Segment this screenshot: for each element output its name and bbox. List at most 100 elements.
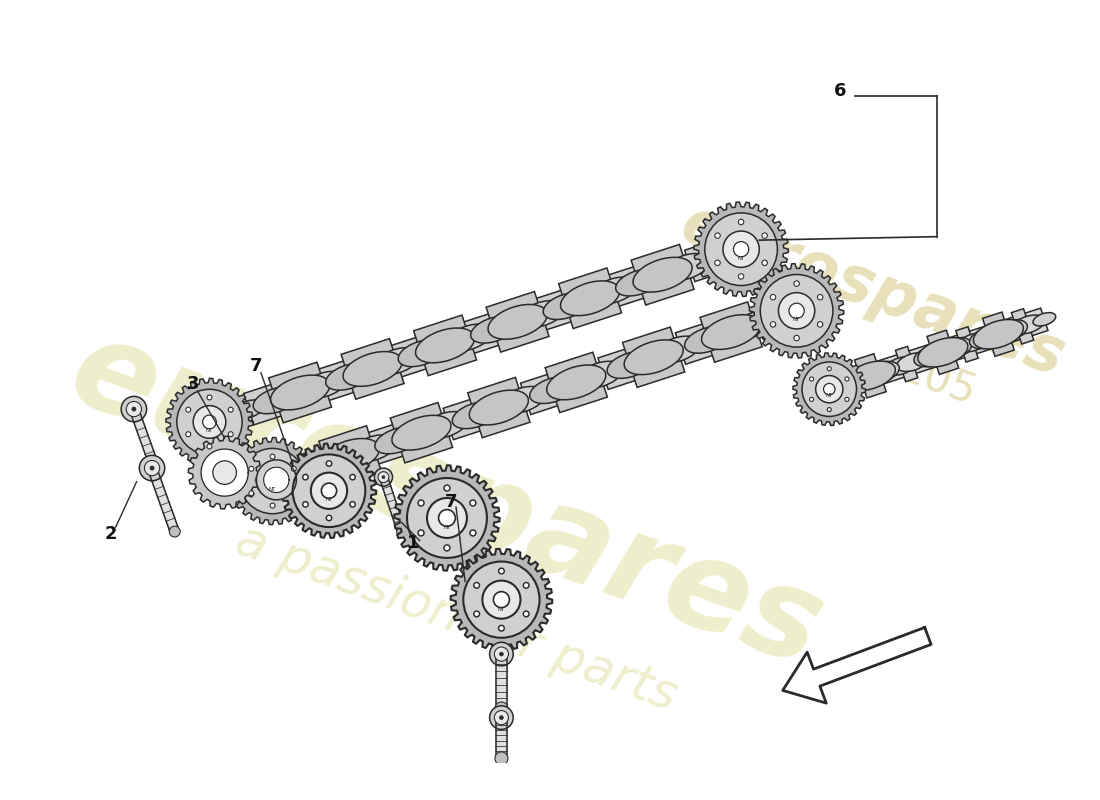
Circle shape: [734, 242, 749, 257]
Circle shape: [762, 260, 768, 266]
Circle shape: [495, 702, 508, 715]
Polygon shape: [388, 337, 429, 378]
Circle shape: [151, 467, 162, 478]
Polygon shape: [201, 449, 249, 496]
Polygon shape: [855, 354, 887, 398]
Polygon shape: [208, 238, 767, 426]
Polygon shape: [675, 323, 715, 364]
Polygon shape: [229, 438, 316, 525]
Circle shape: [810, 398, 814, 402]
Circle shape: [494, 710, 508, 725]
Circle shape: [350, 474, 355, 480]
Polygon shape: [394, 466, 499, 570]
Circle shape: [293, 454, 365, 527]
Circle shape: [382, 476, 385, 478]
Ellipse shape: [416, 328, 474, 362]
Ellipse shape: [824, 376, 856, 395]
Polygon shape: [272, 300, 822, 485]
Ellipse shape: [422, 411, 468, 438]
Ellipse shape: [587, 364, 619, 383]
Circle shape: [292, 491, 296, 496]
Circle shape: [418, 530, 424, 536]
Text: 7: 7: [250, 357, 263, 374]
Ellipse shape: [810, 296, 832, 310]
Circle shape: [418, 500, 424, 506]
Circle shape: [494, 592, 509, 608]
Ellipse shape: [684, 326, 730, 354]
Polygon shape: [546, 352, 607, 413]
Polygon shape: [147, 466, 179, 533]
Ellipse shape: [1001, 319, 1033, 338]
Ellipse shape: [553, 296, 585, 314]
Circle shape: [494, 647, 508, 661]
Circle shape: [524, 611, 529, 617]
Circle shape: [439, 510, 455, 526]
Polygon shape: [486, 291, 549, 352]
Circle shape: [407, 478, 487, 558]
Polygon shape: [188, 436, 261, 509]
Text: 6: 6: [834, 82, 846, 101]
Circle shape: [499, 652, 504, 656]
Ellipse shape: [447, 324, 492, 351]
Ellipse shape: [733, 311, 778, 338]
Ellipse shape: [470, 390, 528, 425]
Circle shape: [816, 375, 843, 402]
Ellipse shape: [336, 366, 367, 385]
Polygon shape: [694, 202, 789, 296]
Ellipse shape: [578, 362, 623, 388]
Polygon shape: [468, 378, 530, 438]
Polygon shape: [319, 426, 381, 486]
Circle shape: [207, 444, 212, 449]
Circle shape: [207, 395, 212, 400]
Polygon shape: [295, 447, 334, 488]
Ellipse shape: [488, 305, 547, 339]
Circle shape: [126, 402, 142, 417]
Ellipse shape: [607, 351, 652, 378]
Circle shape: [302, 502, 308, 507]
Polygon shape: [749, 264, 844, 358]
Text: NT: NT: [826, 394, 833, 398]
Circle shape: [845, 398, 849, 402]
Ellipse shape: [884, 357, 916, 375]
Polygon shape: [268, 292, 824, 492]
Circle shape: [169, 526, 180, 537]
Text: 2: 2: [104, 526, 118, 543]
Text: eurospares: eurospares: [55, 308, 839, 692]
Circle shape: [121, 396, 146, 422]
Circle shape: [827, 407, 832, 412]
Circle shape: [212, 461, 236, 484]
Ellipse shape: [355, 440, 387, 458]
Polygon shape: [256, 460, 296, 500]
Circle shape: [495, 752, 508, 765]
Circle shape: [144, 461, 159, 476]
Circle shape: [762, 233, 768, 238]
Circle shape: [715, 233, 720, 238]
Ellipse shape: [914, 344, 953, 366]
Text: NT: NT: [206, 428, 213, 433]
Ellipse shape: [702, 314, 760, 350]
Ellipse shape: [519, 301, 564, 327]
Polygon shape: [818, 308, 1048, 402]
Circle shape: [186, 432, 190, 437]
Text: NT: NT: [793, 318, 801, 322]
Circle shape: [738, 219, 744, 225]
Polygon shape: [793, 353, 866, 426]
Circle shape: [177, 390, 242, 454]
Polygon shape: [1012, 309, 1034, 344]
Polygon shape: [316, 360, 356, 402]
Text: NT: NT: [737, 256, 745, 261]
Circle shape: [760, 274, 833, 347]
Ellipse shape: [1013, 315, 1045, 334]
Ellipse shape: [261, 474, 284, 488]
Ellipse shape: [664, 254, 710, 280]
Circle shape: [228, 407, 233, 412]
Ellipse shape: [742, 314, 773, 333]
Circle shape: [302, 474, 308, 480]
Ellipse shape: [969, 326, 1008, 349]
Ellipse shape: [547, 365, 606, 400]
Text: NT: NT: [268, 486, 276, 492]
Text: NT: NT: [326, 498, 332, 502]
Polygon shape: [956, 326, 978, 362]
Circle shape: [463, 562, 539, 638]
Ellipse shape: [811, 385, 834, 398]
